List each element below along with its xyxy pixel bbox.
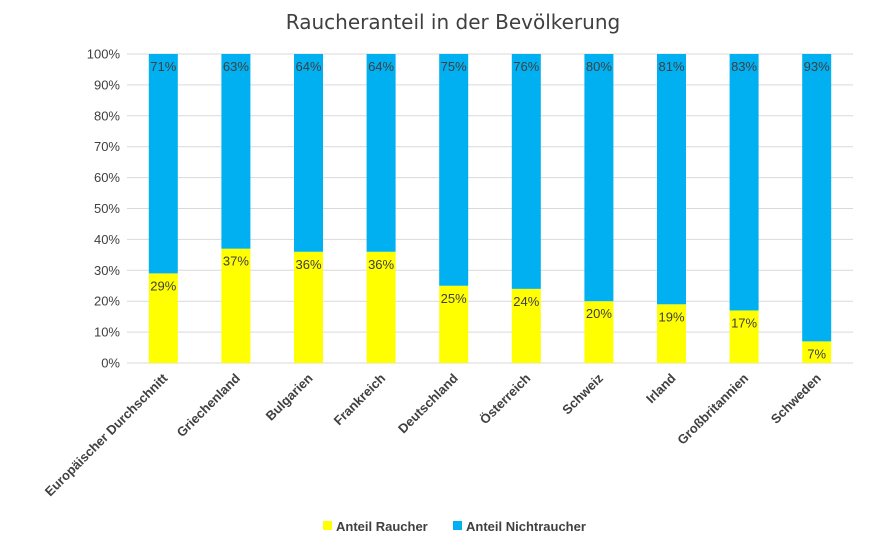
bar-nonsmokers [802, 54, 832, 342]
data-label-smokers: 24% [513, 294, 539, 309]
data-label-nonsmokers: 81% [658, 59, 684, 74]
data-label-smokers: 20% [586, 306, 612, 321]
y-tick-label: 20% [94, 294, 120, 309]
bar-smokers [511, 288, 541, 363]
bar-nonsmokers [584, 54, 614, 302]
legend-label-nonsmokers: Anteil Nichtraucher [466, 519, 586, 534]
y-tick-label: 10% [94, 325, 120, 340]
data-label-nonsmokers: 71% [150, 59, 176, 74]
x-tick-label: Schweden [768, 370, 824, 426]
data-label-smokers: 19% [658, 309, 684, 324]
bar-smokers [439, 285, 469, 363]
bar-smokers [366, 251, 396, 363]
data-label-nonsmokers: 63% [223, 59, 249, 74]
x-tick-label: Österreich [477, 370, 534, 427]
bar-smokers [802, 341, 832, 363]
bar-smokers [729, 310, 759, 363]
y-tick-label: 60% [94, 170, 120, 185]
bar-smokers [294, 251, 323, 363]
bar-nonsmokers [511, 54, 541, 289]
bar-nonsmokers [221, 54, 251, 249]
bar-smokers [221, 248, 251, 363]
data-label-smokers: 36% [295, 257, 321, 272]
bar-nonsmokers [439, 54, 469, 286]
data-label-nonsmokers: 93% [804, 59, 830, 74]
data-label-nonsmokers: 80% [586, 59, 612, 74]
legend-swatch-nonsmokers [453, 521, 462, 530]
x-tick-label: Irland [643, 370, 679, 406]
bar-nonsmokers [294, 54, 323, 252]
data-label-nonsmokers: 64% [368, 59, 394, 74]
legend-swatch-smokers [323, 521, 332, 530]
x-tick-label: Europäischer Durchschnitt [42, 370, 171, 499]
chart-title: Raucheranteil in der Bevölkerung [286, 10, 620, 34]
bar-nonsmokers [366, 54, 396, 252]
bar-smokers [584, 301, 614, 363]
y-tick-label: 80% [94, 108, 120, 123]
data-label-nonsmokers: 75% [441, 59, 467, 74]
x-axis-ticks: Europäischer Durchschnitt Griechenland Bul… [42, 370, 824, 499]
y-tick-label: 40% [94, 232, 120, 247]
data-label-smokers: 36% [368, 257, 394, 272]
y-axis-ticks: 0% 10% 20% 30% 40% 50% 60% 70% 80% 90% 100% [87, 47, 121, 371]
y-tick-label: 90% [94, 77, 120, 92]
x-tick-label: Griechenland [174, 370, 243, 439]
y-tick-label: 30% [94, 263, 120, 278]
data-labels: 29% 71% 37% 63% 36% 64% 36% 64% 25% 75% 24% 76% 20% 8… [150, 59, 830, 361]
x-tick-label: Großbritannien [674, 370, 751, 447]
data-label-smokers: 7% [807, 346, 826, 361]
data-label-smokers: 37% [223, 254, 249, 269]
y-tick-label: 100% [87, 47, 121, 62]
data-label-smokers: 17% [731, 315, 757, 330]
x-tick-label: Deutschland [395, 370, 461, 436]
y-tick-label: 50% [94, 201, 120, 216]
y-tick-label: 70% [94, 139, 120, 154]
bar-nonsmokers [148, 54, 178, 274]
bar-smokers [148, 273, 178, 363]
data-label-smokers: 29% [150, 278, 176, 293]
data-label-nonsmokers: 76% [513, 59, 539, 74]
bar-smokers [657, 304, 686, 363]
x-tick-label: Frankreich [331, 370, 389, 428]
y-tick-label: 0% [101, 356, 120, 371]
data-label-smokers: 25% [441, 291, 467, 306]
bar-nonsmokers [657, 54, 686, 305]
legend: Anteil Raucher Anteil Nichtraucher [323, 519, 586, 534]
legend-label-smokers: Anteil Raucher [336, 519, 428, 534]
data-label-nonsmokers: 83% [731, 59, 757, 74]
data-label-nonsmokers: 64% [295, 59, 321, 74]
x-tick-label: Schweiz [559, 370, 606, 417]
bars [148, 54, 832, 363]
x-tick-label: Bulgarien [263, 370, 316, 423]
bar-nonsmokers [729, 54, 759, 311]
